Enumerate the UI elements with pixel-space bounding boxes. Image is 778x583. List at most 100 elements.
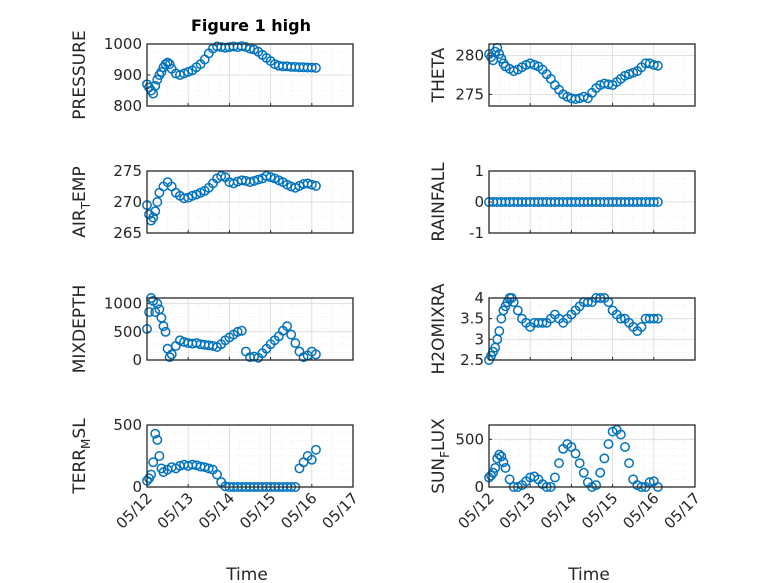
- y-axis-label-main: H2OMIXRA: [429, 283, 449, 374]
- axes-box: [488, 297, 696, 361]
- x-axis-label: Time: [225, 565, 268, 583]
- data-point: [150, 206, 161, 217]
- y-axis-label-suffix: EMP: [70, 166, 90, 202]
- y-axis-label-subscript: T: [79, 201, 93, 210]
- y-tick-label: 270: [113, 193, 142, 211]
- y-axis-label-suffix: LUX: [429, 418, 449, 451]
- y-tick-label: 275: [113, 162, 142, 180]
- data-point: [148, 212, 159, 223]
- y-axis-label: RAINFALL: [429, 162, 449, 242]
- data-point: [164, 59, 175, 70]
- data-point: [166, 349, 177, 360]
- y-axis-label-main: SUN: [429, 458, 449, 494]
- y-tick-label: 0: [474, 193, 484, 211]
- data-point: [310, 180, 321, 191]
- axes-box: [146, 297, 354, 361]
- data-point: [615, 429, 626, 440]
- data-point: [152, 197, 163, 207]
- y-axis-label-main: RAINFALL: [429, 162, 449, 242]
- data-point: [216, 171, 227, 181]
- y-tick-label: 1: [474, 162, 484, 180]
- data-point: [152, 434, 163, 445]
- data-point: [249, 351, 260, 362]
- data-point: [152, 298, 163, 309]
- axes-box: [488, 170, 696, 234]
- data-point: [232, 326, 243, 337]
- data-point: [578, 467, 589, 478]
- data-point: [203, 463, 214, 474]
- data-point: [496, 53, 507, 64]
- subplot-pressure: 800 900 1000 PRESSURE: [70, 30, 354, 120]
- y-tick-label: 3: [474, 330, 484, 348]
- data-point: [236, 325, 247, 336]
- axes-box: [146, 170, 354, 234]
- data-point: [144, 307, 155, 318]
- y-axis-label-subscript: F: [438, 451, 452, 458]
- data-point: [286, 329, 297, 340]
- data-point: [156, 66, 167, 77]
- y-tick-label: 800: [113, 97, 142, 115]
- y-axis-label-suffix: SL: [70, 418, 90, 439]
- data-point: [486, 470, 497, 481]
- y-tick-label: 1000: [104, 35, 142, 53]
- data-point: [306, 62, 317, 73]
- data-point: [494, 49, 505, 60]
- data-point: [549, 472, 560, 483]
- y-tick-label: 275: [455, 85, 484, 103]
- data-point: [306, 179, 317, 190]
- y-tick-label: 500: [113, 323, 142, 341]
- y-tick-label: 0: [132, 351, 142, 369]
- data-point: [160, 326, 171, 337]
- y-axis-label-main: AIR: [70, 209, 90, 238]
- y-axis-label: H2OMIXRA: [429, 283, 449, 374]
- data-point: [599, 453, 610, 464]
- y-tick-label: 900: [113, 66, 142, 84]
- data-point: [648, 197, 659, 207]
- data-point: [512, 305, 523, 316]
- data-point: [150, 80, 161, 91]
- data-point: [310, 444, 321, 455]
- data-point: [500, 462, 511, 473]
- y-axis-label: MIXDEPTH: [70, 285, 90, 374]
- data-point: [310, 349, 321, 360]
- y-tick-label: 3.5: [460, 310, 484, 328]
- data-point: [282, 321, 293, 332]
- data-point: [154, 451, 165, 461]
- data-point: [648, 313, 659, 324]
- axes-box: [146, 43, 354, 107]
- y-axis-label: SUNFLUX: [429, 418, 452, 494]
- y-tick-label: 280: [455, 47, 484, 65]
- data-point: [620, 441, 630, 452]
- axes-box: [146, 424, 354, 488]
- data-point: [574, 458, 585, 469]
- y-tick-label: 500: [455, 430, 484, 448]
- y-axis-label-subscript: M: [79, 439, 93, 449]
- x-axis-label: Time: [567, 565, 610, 583]
- y-axis-label: THETA: [429, 47, 449, 103]
- data-point: [554, 458, 564, 469]
- y-axis-label-main: THETA: [429, 47, 449, 103]
- data-point: [595, 467, 606, 478]
- y-tick-label: -1: [469, 224, 484, 242]
- data-point: [652, 313, 663, 324]
- axes-box: [488, 424, 696, 488]
- data-point: [164, 352, 175, 363]
- y-axis-label: PRESSURE: [70, 30, 90, 119]
- data-point: [253, 174, 264, 185]
- data-point: [494, 449, 505, 460]
- data-point: [496, 451, 507, 462]
- data-point: [160, 59, 171, 70]
- subplot-h2omixra: 2.5 3 3.5 4 H2OMIXRA: [429, 283, 696, 375]
- y-tick-label: 265: [113, 224, 142, 242]
- data-point: [615, 313, 626, 324]
- data-point: [498, 457, 509, 468]
- data-point: [537, 317, 548, 328]
- data-point: [648, 59, 659, 70]
- y-tick-label: 500: [113, 416, 142, 434]
- y-axis-label: TERRMSL: [70, 418, 93, 495]
- subplot-theta: 275 280 THETA: [429, 42, 696, 107]
- subplot-mixdepth: 0 500 1000 MIXDEPTH: [70, 285, 354, 374]
- data-point: [306, 454, 317, 465]
